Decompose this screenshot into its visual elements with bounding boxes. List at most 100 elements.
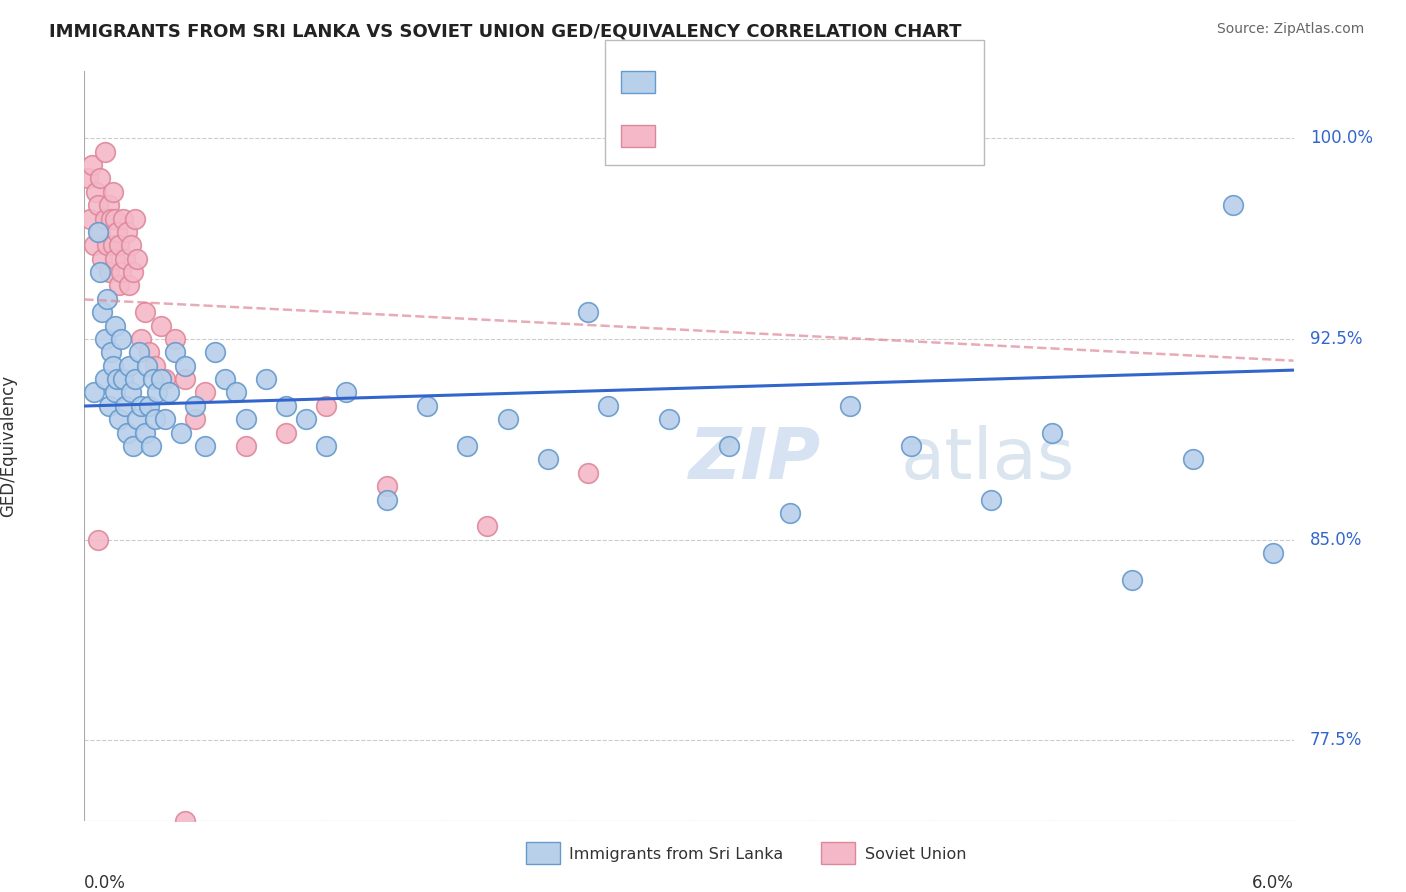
Point — [83, 238, 105, 252]
Point — [93, 332, 115, 346]
Point — [104, 318, 127, 333]
Point — [139, 439, 162, 453]
Point — [1263, 546, 1285, 560]
Point — [89, 265, 111, 279]
Point — [142, 372, 165, 386]
Point — [184, 412, 207, 426]
Point — [120, 385, 142, 400]
Point — [274, 425, 297, 440]
Point — [100, 211, 122, 226]
Point — [93, 211, 115, 226]
Point — [718, 439, 741, 453]
Point — [97, 265, 120, 279]
Point — [194, 439, 217, 453]
Point — [86, 185, 108, 199]
Point — [129, 332, 152, 346]
Point — [138, 399, 160, 413]
Point — [174, 359, 197, 373]
Point — [107, 412, 129, 426]
Point — [658, 412, 681, 426]
Text: 100.0%: 100.0% — [1309, 129, 1372, 147]
Point — [110, 332, 132, 346]
Point — [104, 252, 127, 266]
Point — [335, 385, 357, 400]
Point — [214, 372, 236, 386]
Point — [118, 359, 141, 373]
Text: 6.0%: 6.0% — [1251, 874, 1294, 892]
Text: Soviet Union: Soviet Union — [865, 847, 966, 862]
Point — [149, 318, 172, 333]
Point — [89, 225, 111, 239]
Point — [980, 492, 1002, 507]
Point — [134, 305, 156, 319]
Point — [83, 385, 105, 400]
Point — [87, 198, 110, 212]
Text: ZIP: ZIP — [689, 425, 821, 494]
Text: R = -0.041  N = 49: R = -0.041 N = 49 — [665, 128, 818, 143]
Point — [779, 506, 801, 520]
Point — [107, 278, 129, 293]
Point — [165, 345, 187, 359]
Point — [900, 439, 922, 453]
Point — [135, 359, 157, 373]
Point — [375, 492, 398, 507]
Point — [115, 425, 138, 440]
Text: 77.5%: 77.5% — [1309, 731, 1362, 749]
Point — [111, 372, 134, 386]
Point — [146, 385, 169, 400]
Point — [96, 238, 118, 252]
Point — [125, 252, 148, 266]
Point — [121, 265, 143, 279]
Text: R =  0.155  N = 67: R = 0.155 N = 67 — [665, 74, 817, 89]
Point — [97, 198, 120, 212]
Point — [93, 145, 115, 159]
Point — [101, 359, 124, 373]
Point — [153, 372, 176, 386]
Text: GED/Equivalency: GED/Equivalency — [0, 375, 17, 517]
Point — [165, 332, 187, 346]
Point — [456, 439, 478, 453]
Text: 92.5%: 92.5% — [1309, 330, 1362, 348]
Point — [118, 278, 141, 293]
Text: 85.0%: 85.0% — [1309, 531, 1362, 549]
Point — [839, 399, 862, 413]
Point — [1222, 198, 1244, 212]
Text: Source: ZipAtlas.com: Source: ZipAtlas.com — [1216, 22, 1364, 37]
Point — [477, 519, 499, 533]
Point — [105, 372, 128, 386]
Point — [225, 385, 247, 400]
Point — [576, 305, 599, 319]
Point — [149, 372, 172, 386]
Point — [93, 372, 115, 386]
Point — [91, 252, 114, 266]
Point — [97, 399, 120, 413]
Point — [274, 399, 297, 413]
Point — [111, 211, 134, 226]
Point — [125, 412, 148, 426]
Point — [598, 399, 620, 413]
Point — [104, 385, 127, 400]
Point — [79, 211, 101, 226]
Text: atlas: atlas — [901, 425, 1076, 494]
Point — [121, 439, 143, 453]
Text: 0.0%: 0.0% — [84, 874, 127, 892]
Point — [194, 385, 217, 400]
Point — [375, 479, 398, 493]
Point — [1121, 573, 1143, 587]
Point — [170, 425, 193, 440]
Point — [87, 533, 110, 547]
Point — [315, 399, 337, 413]
Point — [157, 385, 180, 400]
Point — [120, 238, 142, 252]
Point — [77, 171, 100, 186]
Point — [82, 158, 104, 172]
Point — [184, 399, 207, 413]
Point — [107, 238, 129, 252]
Point — [105, 225, 128, 239]
Point — [204, 345, 226, 359]
Point — [110, 265, 132, 279]
Point — [128, 345, 150, 359]
Point — [89, 171, 111, 186]
Point — [254, 372, 277, 386]
Point — [87, 225, 110, 239]
